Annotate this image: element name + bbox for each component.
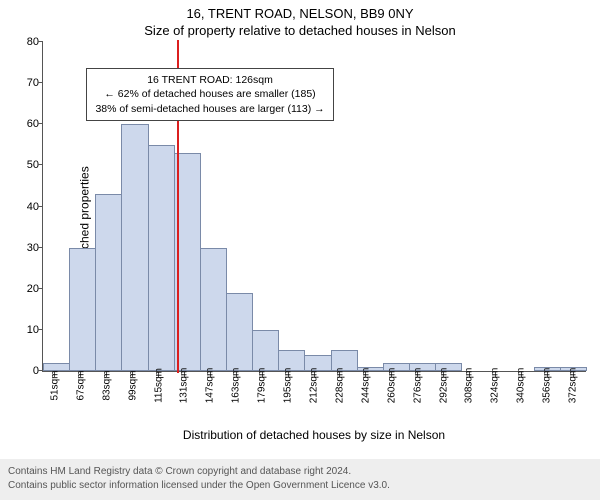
chart-container: 16, TRENT ROAD, NELSON, BB9 0NY Size of … [0,0,600,500]
y-tick-label: 20 [11,283,39,295]
y-tick-mark [38,164,43,165]
y-tick-mark [38,288,43,289]
annot-line1: 16 TRENT ROAD: 126sqm [95,73,324,87]
x-tick: 131sqm [172,372,198,430]
x-tick: 324sqm [482,372,508,430]
histogram-bar [69,248,96,371]
x-tick-label: 340sqm [516,368,527,404]
x-tick: 372sqm [560,372,586,430]
title-line2: Size of property relative to detached ho… [0,23,600,38]
x-tick: 340sqm [508,372,534,430]
x-tick-label: 147sqm [205,368,216,404]
x-tick: 51sqm [42,372,68,430]
annot-line3: 38% of semi-detached houses are larger (… [95,102,324,116]
x-tick-label: 356sqm [542,368,553,404]
y-tick-label: 0 [11,365,39,377]
y-tick-label: 40 [11,201,39,213]
y-tick-mark [38,82,43,83]
histogram-bar [121,124,148,371]
x-tick: 228sqm [327,372,353,430]
y-tick-label: 10 [11,324,39,336]
x-tick: 99sqm [120,372,146,430]
x-tick: 244sqm [353,372,379,430]
x-tick: 163sqm [223,372,249,430]
x-tick-label: 195sqm [283,368,294,404]
x-tick-label: 228sqm [334,368,345,404]
x-tick-label: 292sqm [438,368,449,404]
title-line1: 16, TRENT ROAD, NELSON, BB9 0NY [0,6,600,21]
x-tick-label: 244sqm [360,368,371,404]
x-tick-label: 67sqm [75,370,86,400]
x-tick-label: 276sqm [412,368,423,404]
y-tick-mark [38,206,43,207]
x-tick: 260sqm [379,372,405,430]
plot-area: 16 TRENT ROAD: 126sqm ← 62% of detached … [42,42,586,372]
x-tick-label: 308sqm [464,368,475,404]
chart-wrap: Number of detached properties 16 TRENT R… [0,38,600,459]
x-axis-label: Distribution of detached houses by size … [42,428,586,442]
x-tick: 195sqm [275,372,301,430]
y-tick-label: 50 [11,159,39,171]
histogram-bar [252,330,279,371]
x-tick-label: 99sqm [127,370,138,400]
x-tick: 179sqm [249,372,275,430]
x-tick: 67sqm [68,372,94,430]
x-tick: 356sqm [534,372,560,430]
y-tick-label: 30 [11,242,39,254]
x-tick-label: 83sqm [101,370,112,400]
x-tick: 276sqm [405,372,431,430]
x-tick-label: 179sqm [257,368,268,404]
x-tick: 308sqm [457,372,483,430]
x-tick-label: 115sqm [153,368,164,403]
footer: Contains HM Land Registry data © Crown c… [0,459,600,500]
y-tick-label: 70 [11,77,39,89]
y-tick-mark [38,247,43,248]
histogram-bar [95,194,122,371]
x-tick-label: 260sqm [386,368,397,404]
y-tick-mark [38,370,43,371]
x-tick: 147sqm [197,372,223,430]
histogram-bar [226,293,253,371]
annotation-box: 16 TRENT ROAD: 126sqm ← 62% of detached … [86,68,333,121]
x-tick-label: 51sqm [49,370,60,400]
x-tick: 212sqm [301,372,327,430]
y-tick-label: 60 [11,118,39,130]
y-tick-mark [38,123,43,124]
footer-line2: Contains public sector information licen… [8,479,592,493]
x-ticks: 51sqm 67sqm 83sqm 99sqm 115sqm131sqm147sqm16… [42,372,586,430]
footer-line1: Contains HM Land Registry data © Crown c… [8,465,592,479]
x-tick-label: 324sqm [490,368,501,404]
y-tick-mark [38,329,43,330]
y-tick-label: 80 [11,36,39,48]
x-tick-label: 163sqm [231,368,242,404]
y-tick-mark [38,41,43,42]
histogram-bar [148,145,175,371]
histogram-bar [200,248,227,371]
x-tick: 83sqm [94,372,120,430]
annot-line2: ← 62% of detached houses are smaller (18… [95,87,324,101]
x-tick: 115sqm [146,372,172,430]
x-tick-label: 212sqm [309,368,320,404]
x-tick-label: 131sqm [179,368,190,404]
x-tick-label: 372sqm [568,368,579,404]
x-tick: 292sqm [431,372,457,430]
